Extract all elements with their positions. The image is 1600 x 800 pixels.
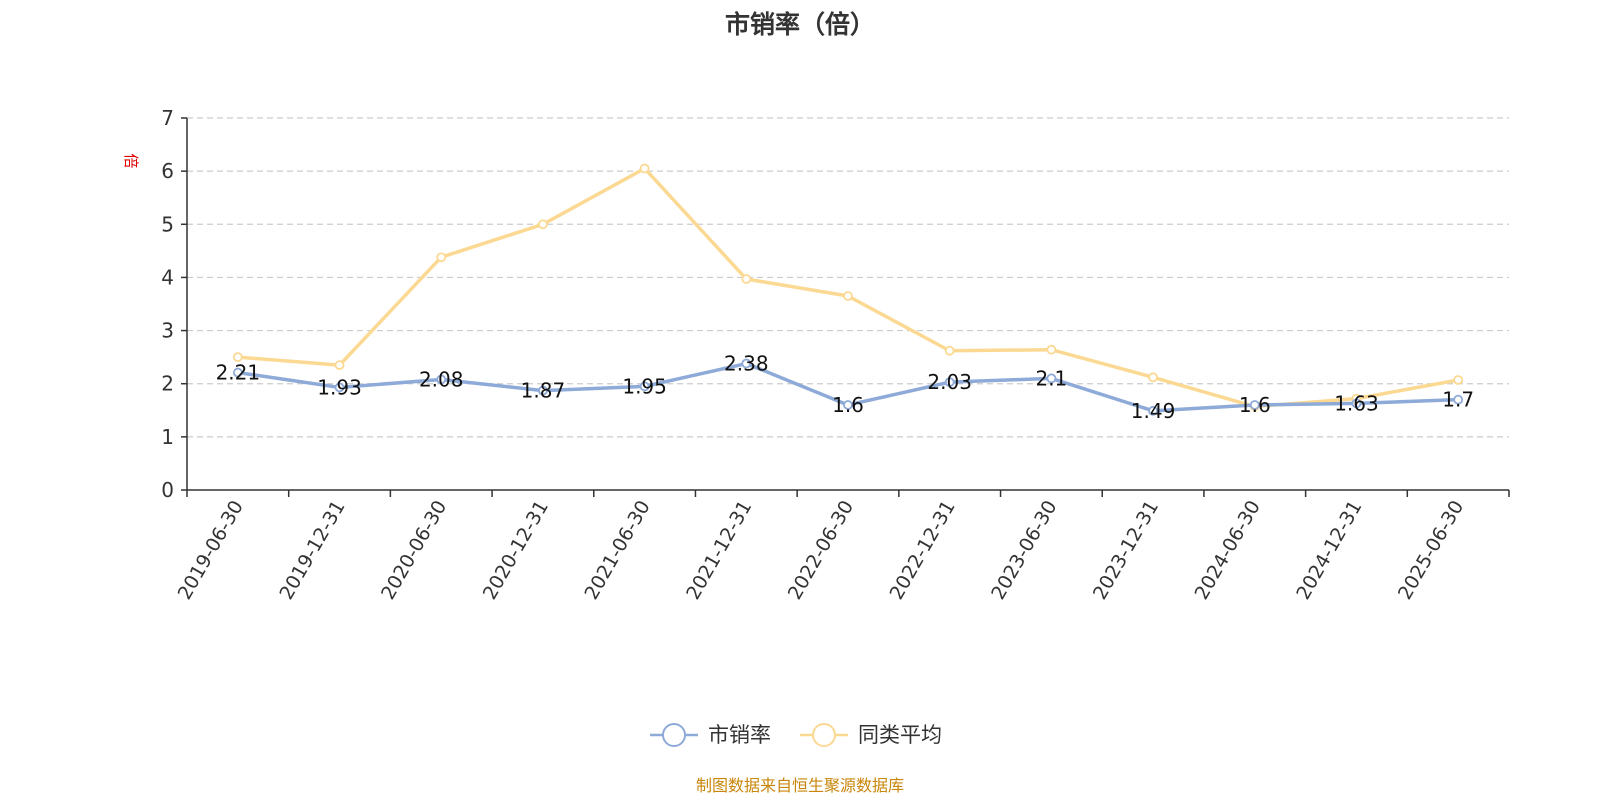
legend-label: 市销率 xyxy=(708,723,771,747)
x-tick-label: 2021-06-30 xyxy=(580,497,654,604)
x-tick-label: 2025-06-30 xyxy=(1394,497,1468,604)
data-point xyxy=(944,345,955,356)
data-point xyxy=(639,381,650,392)
legend-item-1[interactable]: 同类平均 xyxy=(800,723,942,747)
data-point xyxy=(232,367,243,378)
data-point xyxy=(436,374,447,385)
data-point xyxy=(741,358,752,369)
data-point xyxy=(1453,394,1464,405)
legend-item-0[interactable]: 市销率 xyxy=(650,723,771,747)
data-point xyxy=(944,377,955,388)
x-tick-label: 2023-12-31 xyxy=(1089,497,1163,604)
data-point xyxy=(639,163,650,174)
data-label: 1.93 xyxy=(317,375,362,399)
y-tick-label: 7 xyxy=(161,106,174,130)
x-tick-label: 2022-12-31 xyxy=(886,497,960,604)
data-label: 2.21 xyxy=(216,361,261,385)
x-tick-label: 2021-12-31 xyxy=(682,497,756,604)
legend-label: 同类平均 xyxy=(858,723,942,747)
data-label: 1.7 xyxy=(1442,388,1474,412)
x-tick-label: 2019-12-31 xyxy=(275,497,349,604)
data-point xyxy=(1046,373,1057,384)
data-label: 1.63 xyxy=(1334,391,1379,415)
y-tick-label: 4 xyxy=(161,265,174,289)
legend-marker-icon xyxy=(662,723,686,747)
x-tick-label: 2024-06-30 xyxy=(1191,497,1265,604)
y-tick-label: 2 xyxy=(161,372,174,396)
y-tick-label: 6 xyxy=(161,159,174,183)
x-tick-label: 2019-06-30 xyxy=(174,497,248,604)
y-axis-label: 倍 xyxy=(122,153,140,168)
data-label: 2.08 xyxy=(419,367,464,391)
source-note: 制图数据来自恒生聚源数据库 xyxy=(696,776,904,795)
data-labels: 2.21 1.93 2.08 1.87 1.95 2.38 1.6 2.03 2.1 1.49 1.… xyxy=(216,352,1474,423)
x-tick-label: 2020-12-31 xyxy=(479,497,553,604)
data-label: 2.1 xyxy=(1035,366,1067,390)
x-tick-label: 2020-06-30 xyxy=(377,497,451,604)
data-label: 2.38 xyxy=(724,352,769,376)
data-label: 2.03 xyxy=(927,370,972,394)
legend[interactable]: 市销率 同类平均 xyxy=(650,723,942,747)
data-point xyxy=(232,352,243,363)
grid xyxy=(187,117,1509,438)
data-label: 1.95 xyxy=(622,374,667,398)
data-point xyxy=(1046,344,1057,355)
series-layer xyxy=(232,163,1464,416)
x-tick-label: 2023-06-30 xyxy=(987,497,1061,604)
y-tick-label: 1 xyxy=(161,425,174,449)
data-point xyxy=(1351,398,1362,409)
data-label: 1.49 xyxy=(1131,399,1176,423)
data-point xyxy=(843,291,853,301)
chart-title: 市销率（倍） xyxy=(725,10,875,39)
data-label: 1.6 xyxy=(832,393,864,417)
data-point xyxy=(334,382,345,393)
data-point xyxy=(741,274,752,284)
y-tick-label: 3 xyxy=(161,319,174,343)
axes: 0 1 2 3 4 5 6 7 2019-06-30 2019-12-31 2020-06-30 20… xyxy=(161,106,1510,604)
data-point xyxy=(334,360,345,371)
data-point xyxy=(1453,375,1464,385)
data-point xyxy=(1148,372,1158,383)
x-tick-label: 2022-06-30 xyxy=(784,497,858,604)
y-tick-label: 0 xyxy=(161,478,174,502)
data-point xyxy=(1148,405,1158,416)
data-point xyxy=(538,385,548,396)
data-label: 1.6 xyxy=(1239,393,1271,417)
data-point xyxy=(1249,400,1260,410)
x-tick-label: 2024-12-31 xyxy=(1292,497,1366,604)
data-label: 1.87 xyxy=(521,379,566,403)
data-point xyxy=(538,219,548,230)
data-point xyxy=(843,400,853,410)
legend-marker-icon xyxy=(812,723,836,747)
y-tick-label: 5 xyxy=(161,212,174,236)
data-point xyxy=(436,252,447,263)
